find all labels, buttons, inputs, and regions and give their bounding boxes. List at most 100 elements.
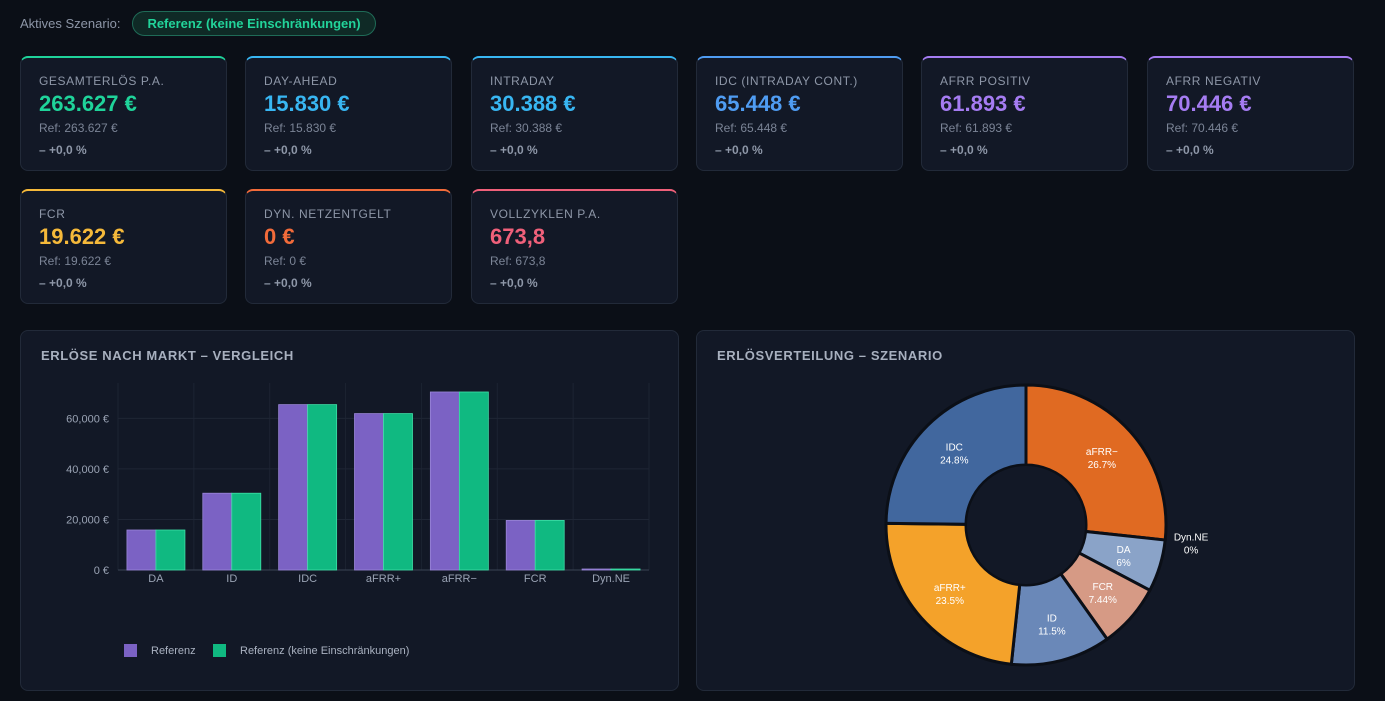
kpi-value: 65.448 € <box>715 91 801 116</box>
kpi-delta: – +0,0 % <box>39 276 87 290</box>
bar-referenz <box>202 492 233 571</box>
kpi-value: 70.446 € <box>1166 91 1252 116</box>
pie-slice-percent: 26.7% <box>1088 460 1116 471</box>
kpi-title: FCR <box>39 207 66 221</box>
kpi-card: IDC (INTRADAY CONT.) 65.448 € Ref: 65.448 … <box>696 56 903 171</box>
y-tick-label: 40,000 € <box>66 464 109 476</box>
pie-chart: aFRR− 26.7% Dyn.NE 0% DA 6% FCR 7.44% ID 11.5% aFR… <box>884 383 1209 667</box>
kpi-value: 61.893 € <box>940 91 1026 116</box>
kpi-title: IDC (INTRADAY CONT.) <box>715 74 858 88</box>
bar-keine-einschraenkungen <box>383 413 413 571</box>
pie-slice-percent: 23.5% <box>936 596 964 607</box>
kpi-card: AFRR POSITIV 61.893 € Ref: 61.893 € – +0,0 … <box>921 56 1128 171</box>
kpi-ref: Ref: 0 € <box>264 254 307 268</box>
bar-chart-title: ERLÖSE NACH MARKT – VERGLEICH <box>41 348 294 363</box>
kpi-value: 263.627 € <box>39 91 137 116</box>
kpi-delta: – +0,0 % <box>490 143 538 157</box>
kpi-value: 0 € <box>264 224 295 249</box>
x-tick-label: IDC <box>298 573 317 585</box>
kpi-ref: Ref: 263.627 € <box>39 121 118 135</box>
legend-swatch <box>124 644 137 657</box>
kpi-title: INTRADAY <box>490 74 555 88</box>
y-tick-label: 0 € <box>94 565 109 577</box>
bar-referenz <box>505 520 536 571</box>
kpi-title: AFRR POSITIV <box>940 74 1031 88</box>
scenario-label: Aktives Szenario: <box>20 16 121 31</box>
pie-slice-label: Dyn.NE <box>1174 532 1209 543</box>
scenario-bar: Aktives Szenario: Referenz (keine Einsch… <box>20 11 376 36</box>
kpi-card: VOLLZYKLEN P.A. 673,8 Ref: 673,8 – +0,0 % <box>471 189 678 304</box>
bar-referenz <box>429 391 460 571</box>
pie-slice-percent: 6% <box>1116 558 1131 569</box>
x-tick-label: FCR <box>524 573 547 585</box>
kpi-value: 19.622 € <box>39 224 125 249</box>
kpi-delta: – +0,0 % <box>1166 143 1214 157</box>
kpi-title: DAY-AHEAD <box>264 74 338 88</box>
pie-slice-label: FCR <box>1092 582 1113 593</box>
kpi-card: AFRR NEGATIV 70.446 € Ref: 70.446 € – +0,0 … <box>1147 56 1354 171</box>
legend-swatch <box>213 644 226 657</box>
kpi-title: GESAMTERLÖS P.A. <box>39 74 165 88</box>
kpi-delta: – +0,0 % <box>715 143 763 157</box>
bar-keine-einschraenkungen <box>610 568 641 571</box>
pie-chart-title: ERLÖSVERTEILUNG – SZENARIO <box>717 348 943 363</box>
kpi-value: 673,8 <box>490 224 546 249</box>
kpi-delta: – +0,0 % <box>264 276 312 290</box>
pie-slice-percent: 7.44% <box>1089 595 1117 606</box>
donut-hole <box>967 466 1085 584</box>
kpi-delta: – +0,0 % <box>490 276 538 290</box>
kpi-title: AFRR NEGATIV <box>1166 74 1261 88</box>
pie-slice-percent: 24.8% <box>940 455 968 466</box>
kpi-value: 30.388 € <box>490 91 576 116</box>
x-tick-label: Dyn.NE <box>592 573 630 585</box>
bar-keine-einschraenkungen <box>155 529 186 571</box>
bar-chart: 0 € 20,000 € 40,000 € 60,000 € DA ID IDC aFRR+ a… <box>66 383 650 657</box>
pie-slice-label: ID <box>1047 614 1057 625</box>
x-tick-label: aFRR− <box>442 573 477 585</box>
x-tick-label: ID <box>226 573 237 585</box>
legend-label: Referenz <box>151 645 196 657</box>
pie-slice <box>884 383 1028 526</box>
legend-label: Referenz (keine Einschränkungen) <box>240 645 409 657</box>
active-scenario-badge[interactable]: Referenz (keine Einschränkungen) <box>132 11 376 36</box>
kpi-ref: Ref: 70.446 € <box>1166 121 1239 135</box>
pie-slice <box>1024 383 1168 542</box>
bar-chart-panel: ERLÖSE NACH MARKT – VERGLEICH 0 € 20,000 … <box>20 330 679 691</box>
bar-keine-einschraenkungen <box>231 492 262 571</box>
kpi-title: DYN. NETZENTGELT <box>264 207 392 221</box>
kpi-ref: Ref: 673,8 <box>490 254 546 268</box>
kpi-card: FCR 19.622 € Ref: 19.622 € – +0,0 % <box>20 189 227 304</box>
bar-referenz <box>581 568 612 571</box>
pie-slice-label: IDC <box>946 442 963 453</box>
kpi-delta: – +0,0 % <box>39 143 87 157</box>
kpi-ref: Ref: 61.893 € <box>940 121 1013 135</box>
kpi-value: 15.830 € <box>264 91 350 116</box>
bar-referenz <box>278 404 309 571</box>
pie-slice <box>884 521 1022 666</box>
x-tick-label: DA <box>148 573 164 585</box>
bar-keine-einschraenkungen <box>458 391 489 571</box>
pie-slice-percent: 11.5% <box>1038 627 1066 638</box>
y-tick-label: 60,000 € <box>66 413 109 425</box>
pie-slice-label: aFRR− <box>1086 447 1118 458</box>
y-tick-label: 20,000 € <box>66 514 109 526</box>
kpi-card: INTRADAY 30.388 € Ref: 30.388 € – +0,0 % <box>471 56 678 171</box>
bar-keine-einschraenkungen <box>534 520 565 571</box>
kpi-card: DYN. NETZENTGELT 0 € Ref: 0 € – +0,0 % <box>245 189 452 304</box>
kpi-ref: Ref: 30.388 € <box>490 121 563 135</box>
pie-slice-label: aFRR+ <box>934 583 966 594</box>
bar-referenz <box>126 529 157 571</box>
kpi-ref: Ref: 15.830 € <box>264 121 337 135</box>
kpi-delta: – +0,0 % <box>940 143 988 157</box>
kpi-delta: – +0,0 % <box>264 143 312 157</box>
pie-slice-label: DA <box>1117 545 1131 556</box>
bar-referenz <box>354 413 384 571</box>
pie-slice-percent: 0% <box>1184 545 1199 556</box>
pie-chart-panel: ERLÖSVERTEILUNG – SZENARIO aFRR− 26.7% Dyn… <box>696 330 1355 691</box>
bar-keine-einschraenkungen <box>307 404 338 571</box>
kpi-card: DAY-AHEAD 15.830 € Ref: 15.830 € – +0,0 % <box>245 56 452 171</box>
kpi-title: VOLLZYKLEN P.A. <box>490 207 601 221</box>
kpi-ref: Ref: 19.622 € <box>39 254 112 268</box>
x-tick-label: aFRR+ <box>366 573 401 585</box>
kpi-ref: Ref: 65.448 € <box>715 121 788 135</box>
